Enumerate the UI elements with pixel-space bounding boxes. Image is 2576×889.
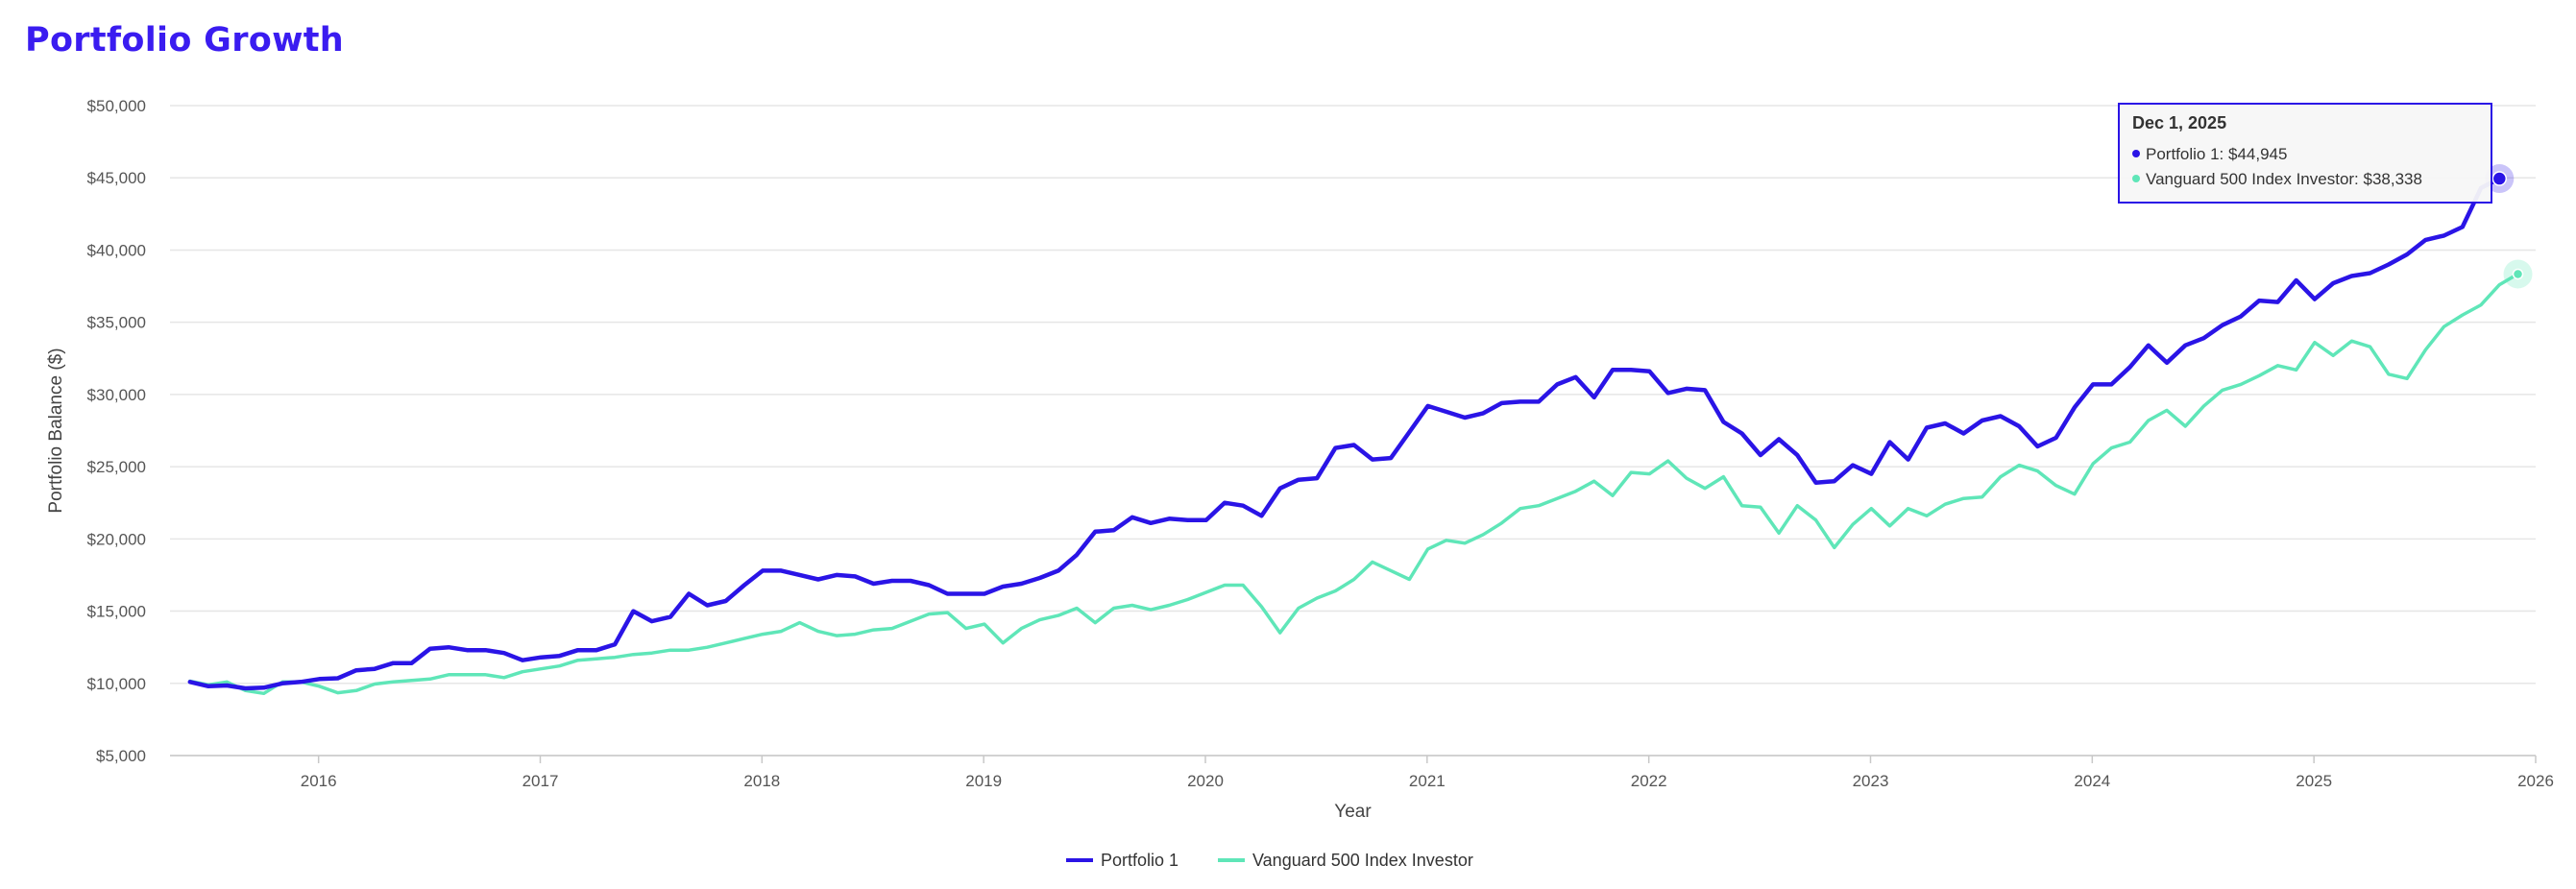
x-axis-title: Year [1334, 802, 1372, 822]
x-tick-label: 2019 [965, 772, 1002, 790]
page-title: Portfolio Growth [25, 21, 345, 60]
x-tick-label: 2020 [1187, 772, 1224, 790]
tooltip-value-vanguard: Vanguard 500 Index Investor: $38,338 [2146, 170, 2422, 188]
x-tick-label: 2016 [301, 772, 337, 790]
legend[interactable]: Portfolio 1 Vanguard 500 Index Investor [1066, 851, 1473, 870]
tooltip-date: Dec 1, 2025 [2132, 113, 2226, 132]
series-line-portfolio-1[interactable] [187, 176, 2502, 691]
y-tick-label: $40,000 [87, 241, 146, 259]
legend-label-portfolio-1: Portfolio 1 [1101, 851, 1179, 870]
y-tick-label: $20,000 [87, 530, 146, 548]
x-tick-label: 2025 [2296, 772, 2332, 790]
y-tick-label: $45,000 [87, 169, 146, 187]
y-axis-title: Portfolio Balance ($) [46, 348, 66, 513]
hover-point-portfolio-1[interactable] [2491, 171, 2508, 186]
x-axis-ticks: 2016 2017 2018 2019 2020 2021 2022 2023 2024 2025… [301, 756, 2554, 790]
y-tick-label: $10,000 [87, 675, 146, 693]
x-tick-label: 2022 [1631, 772, 1667, 790]
x-tick-label: 2021 [1409, 772, 1446, 790]
x-tick-label: 2024 [2074, 772, 2110, 790]
y-tick-label: $30,000 [87, 386, 146, 404]
x-tick-label: 2023 [1853, 772, 1889, 790]
hover-point-vanguard[interactable] [2512, 268, 2524, 280]
y-tick-label: $15,000 [87, 603, 146, 621]
tooltip-value-portfolio-1: Portfolio 1: $44,945 [2146, 145, 2287, 163]
legend-label-vanguard: Vanguard 500 Index Investor [1252, 851, 1473, 870]
y-tick-label: $35,000 [87, 314, 146, 332]
x-tick-label: 2018 [743, 772, 780, 790]
legend-item-vanguard[interactable]: Vanguard 500 Index Investor [1218, 851, 1473, 870]
tooltip-dot-vanguard [2132, 175, 2140, 182]
y-axis-ticks: $5,000 $10,000 $15,000 $20,000 $25,000 $30,00… [87, 97, 146, 765]
y-tick-label: $50,000 [87, 97, 146, 115]
legend-item-portfolio-1[interactable]: Portfolio 1 [1066, 851, 1179, 870]
y-tick-label: $5,000 [96, 747, 146, 765]
series-lines [187, 176, 2520, 696]
series-line-vanguard[interactable] [188, 272, 2520, 696]
x-tick-label: 2017 [522, 772, 559, 790]
y-tick-label: $25,000 [87, 458, 146, 476]
tooltip: Dec 1, 2025 Portfolio 1: $44,945 Vanguar… [2118, 103, 2492, 204]
tooltip-box [2118, 103, 2492, 204]
tooltip-dot-portfolio-1 [2132, 150, 2140, 157]
x-tick-label: 2026 [2517, 772, 2554, 790]
